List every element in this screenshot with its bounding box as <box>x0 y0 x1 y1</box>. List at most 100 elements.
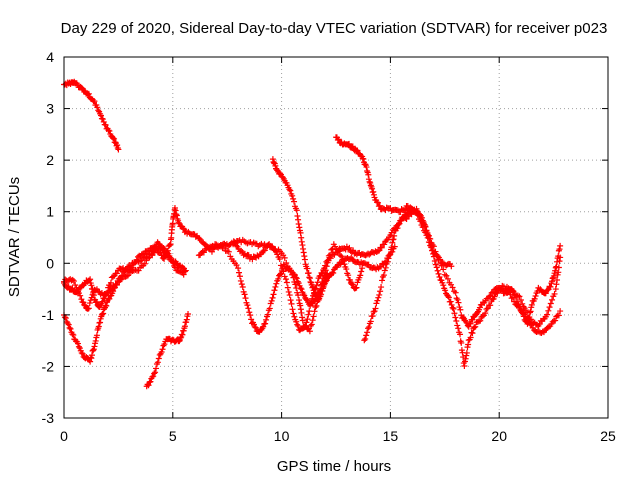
data-point <box>291 271 298 278</box>
data-point <box>426 235 433 242</box>
data-point <box>91 343 98 350</box>
chart-title: Day 229 of 2020, Sidereal Day-to-day VTE… <box>61 20 608 37</box>
data-point <box>526 314 533 321</box>
data-point <box>390 236 397 243</box>
data-point <box>447 298 454 305</box>
data-point <box>277 262 284 269</box>
x-tick-label: 20 <box>491 428 507 444</box>
data-point <box>370 308 377 315</box>
data-point <box>92 337 99 344</box>
data-point <box>360 156 367 163</box>
data-point <box>472 323 479 330</box>
data-point <box>309 295 316 302</box>
data-point <box>157 249 164 256</box>
data-point <box>416 211 423 218</box>
data-point <box>160 245 167 252</box>
data-point <box>364 329 371 336</box>
data-point <box>437 256 444 263</box>
data-point <box>482 310 489 317</box>
data-point <box>155 355 162 362</box>
data-point <box>269 294 276 301</box>
data-point <box>550 273 557 280</box>
data-point <box>309 284 316 291</box>
data-point <box>245 305 252 312</box>
data-point <box>324 270 331 277</box>
data-point <box>547 300 554 307</box>
data-point <box>463 349 470 356</box>
data-point <box>103 302 110 309</box>
data-point <box>346 140 353 147</box>
data-point <box>260 323 267 330</box>
data-point <box>100 310 107 317</box>
data-point <box>388 244 395 251</box>
data-point <box>300 245 307 252</box>
data-point <box>241 291 248 298</box>
data-point <box>323 274 330 281</box>
data-point <box>544 311 551 318</box>
data-point <box>277 170 284 177</box>
data-point <box>483 306 490 313</box>
data-point <box>557 308 564 315</box>
data-point <box>244 302 251 309</box>
data-point <box>173 211 180 218</box>
data-point <box>449 304 456 311</box>
data-point <box>94 104 101 111</box>
data-point <box>153 365 160 372</box>
data-point <box>291 198 298 205</box>
data-point <box>309 283 316 290</box>
data-point <box>456 304 463 311</box>
data-point <box>450 305 457 312</box>
data-point <box>149 373 156 380</box>
data-point <box>547 283 554 290</box>
data-point <box>125 272 132 279</box>
data-point <box>307 302 314 309</box>
data-point <box>173 212 180 219</box>
data-point <box>511 291 518 298</box>
data-point <box>263 316 270 323</box>
data-point <box>346 244 353 251</box>
data-point <box>69 276 76 283</box>
data-point <box>542 290 549 297</box>
data-point <box>462 318 469 325</box>
data-point <box>281 254 288 261</box>
data-point <box>531 295 538 302</box>
data-point <box>99 116 106 123</box>
data-point <box>363 164 370 171</box>
data-point <box>306 328 313 335</box>
data-point <box>367 318 374 325</box>
data-point <box>461 362 468 369</box>
data-point <box>435 270 442 277</box>
data-point <box>111 135 118 142</box>
data-point <box>479 313 486 320</box>
data-point <box>290 195 297 202</box>
data-point <box>78 349 85 356</box>
data-point <box>385 255 392 262</box>
data-point <box>292 274 299 281</box>
data-point <box>66 324 73 331</box>
data-point <box>422 223 429 230</box>
data-point <box>299 317 306 324</box>
data-point <box>442 287 449 294</box>
data-point <box>335 248 342 255</box>
data-point <box>69 285 76 292</box>
data-point <box>510 289 517 296</box>
data-point <box>395 221 402 228</box>
data-point <box>556 246 563 253</box>
data-point <box>105 127 112 134</box>
data-point <box>133 257 140 264</box>
data-point <box>180 327 187 334</box>
y-tick-label: -3 <box>42 410 55 426</box>
data-point <box>287 297 294 304</box>
data-point <box>379 277 386 284</box>
series-arc-e <box>143 310 192 390</box>
data-point <box>378 244 385 251</box>
data-point <box>179 331 186 338</box>
series-arc-a <box>61 78 122 153</box>
data-point <box>389 239 396 246</box>
data-point <box>436 274 443 281</box>
data-point <box>89 291 96 298</box>
data-point <box>484 305 491 312</box>
data-point <box>123 273 130 280</box>
data-point <box>105 288 112 295</box>
data-point <box>469 316 476 323</box>
